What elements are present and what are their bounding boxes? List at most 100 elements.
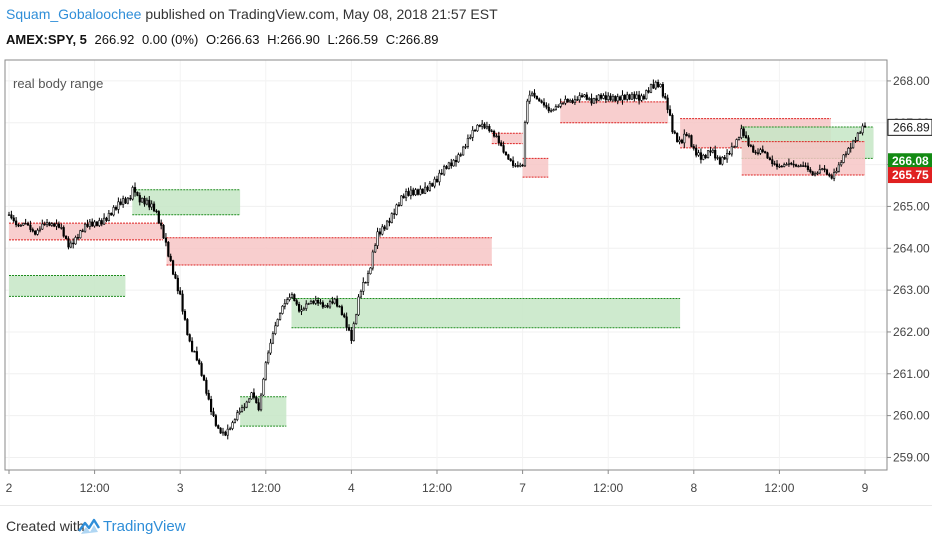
candle-body — [778, 165, 781, 168]
candle-body — [780, 165, 783, 168]
candle-body — [233, 419, 236, 423]
candle-body — [369, 267, 372, 275]
candle-body — [554, 106, 557, 110]
low-value: L:266.59 — [327, 32, 379, 47]
candle-body — [687, 135, 691, 137]
candle-body — [673, 131, 676, 134]
chart-header: Squam_Gobaloochee published on TradingVi… — [0, 0, 932, 58]
candle-body — [618, 96, 622, 101]
candle-body — [844, 153, 848, 156]
candle-body — [72, 242, 75, 245]
candle-body — [81, 230, 84, 232]
candle-body — [202, 375, 206, 381]
candle-body — [785, 164, 788, 166]
created-with-text: Created with — [6, 518, 85, 534]
candle-body — [704, 154, 707, 159]
candle-body — [357, 296, 360, 316]
candle-body — [745, 135, 748, 139]
candle-body — [533, 92, 536, 97]
price-badge-last — [887, 118, 932, 136]
candle-body — [183, 310, 187, 320]
candle-body — [464, 146, 467, 148]
price-chart[interactable]: real body range 259.00 260.00 261.00 262.00… — [0, 0, 932, 505]
price-badge-label: 266.08 — [892, 154, 929, 168]
candle-body — [103, 217, 106, 225]
candle-body — [821, 168, 824, 170]
candle-body — [559, 103, 562, 107]
candle-body — [771, 159, 774, 165]
candle-body — [350, 329, 353, 341]
candle-body — [818, 169, 821, 174]
candle-body — [564, 98, 567, 104]
candle-body — [787, 162, 791, 165]
candle-body — [48, 222, 51, 226]
candle-body — [319, 302, 322, 304]
author-link[interactable]: Squam_Gobaloochee — [6, 6, 142, 22]
candle-body — [259, 394, 263, 411]
candle-body — [542, 102, 546, 106]
candle-body — [511, 160, 515, 166]
candle-body — [74, 237, 77, 245]
candle-body — [633, 93, 636, 99]
candle-body — [657, 81, 660, 88]
candle-body — [733, 146, 736, 148]
candle-body — [371, 251, 374, 269]
candle-body — [162, 225, 165, 239]
candle-body — [345, 316, 348, 328]
candle-body — [114, 207, 118, 210]
candle-body — [45, 222, 49, 226]
candle-body — [331, 301, 334, 304]
candle-body — [764, 151, 767, 154]
tradingview-brand-link[interactable]: TradingView — [103, 518, 186, 535]
candle-body — [490, 130, 493, 132]
candle-body — [245, 401, 248, 408]
bull-zone — [9, 275, 126, 297]
candle-body — [521, 164, 524, 167]
candle-body — [516, 165, 519, 167]
x-tick-label: 9 — [862, 481, 869, 495]
candle-body — [747, 137, 750, 146]
candle-body — [569, 100, 572, 103]
candle-body — [338, 305, 341, 308]
price-badge-label: 266.89 — [893, 120, 930, 134]
candle-body — [210, 398, 213, 412]
high-value: H:266.90 — [267, 32, 320, 47]
candle-body — [302, 308, 305, 311]
candle-body — [714, 149, 717, 159]
candle-body — [832, 172, 836, 179]
x-tick-label: 12:00 — [764, 481, 794, 495]
candle-body — [62, 227, 65, 237]
candle-body — [597, 94, 600, 101]
candle-body — [229, 428, 232, 430]
candle-body — [22, 223, 25, 226]
candle-body — [792, 163, 795, 166]
candle-body — [57, 223, 61, 228]
symbol-label: AMEX:SPY, 5 — [6, 32, 87, 47]
time-axis[interactable]: 2 12:00 3 12:00 4 12:00 7 12:00 8 12:00 9 — [6, 470, 869, 495]
candle-body — [457, 154, 460, 163]
candle-body — [15, 220, 18, 226]
candle-body — [630, 93, 634, 100]
candle-body — [95, 221, 99, 226]
candle-body — [38, 228, 42, 231]
candle-body — [678, 139, 681, 143]
candle-body — [409, 189, 412, 196]
candle-body — [773, 163, 776, 165]
candle-body — [754, 151, 757, 154]
candle-body — [749, 145, 752, 147]
candle-body — [809, 169, 812, 173]
candle-body — [492, 130, 496, 137]
candle-body — [412, 189, 415, 196]
candle-body — [31, 229, 34, 232]
candle-body — [654, 81, 657, 89]
candle-body — [281, 305, 284, 314]
tradingview-logo-icon[interactable] — [78, 516, 100, 536]
candle-body — [100, 220, 103, 225]
candle-body — [742, 128, 745, 136]
y-tick-label: 259.00 — [893, 450, 930, 464]
candle-body — [730, 146, 733, 155]
candle-body — [599, 94, 603, 99]
candle-body — [50, 223, 53, 226]
candle-body — [131, 187, 134, 200]
price-badge-label: 265.75 — [892, 168, 929, 182]
